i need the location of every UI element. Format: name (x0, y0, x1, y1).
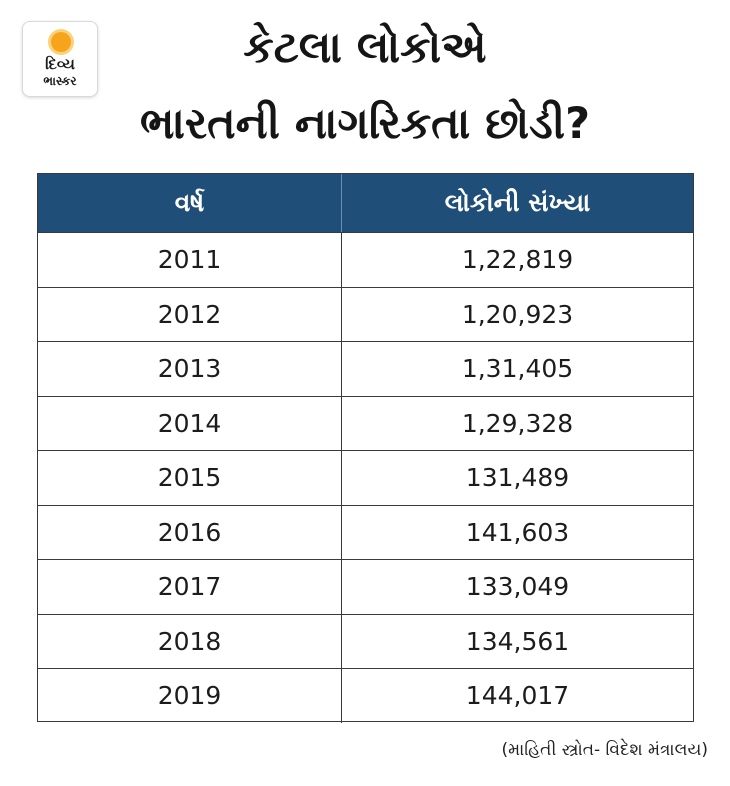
table-row: 2013 1,31,405 (38, 341, 693, 396)
sun-icon (51, 32, 71, 52)
title-line1: કેટલા લોકોએ (243, 23, 487, 73)
count-cell: 1,31,405 (461, 354, 574, 384)
count-cell: 1,20,923 (461, 299, 574, 329)
year-cell: 2015 (38, 451, 342, 505)
table-row: 2019 144,017 (38, 668, 693, 723)
table-row: 2018 134,561 (38, 613, 693, 668)
year-cell: 2014 (38, 396, 342, 450)
count-cell: 134,561 (465, 626, 570, 656)
count-cell: 1,29,328 (461, 408, 574, 438)
title-line2: ભારતની નાગરિકતા છોડી? (139, 99, 591, 149)
count-cell: 131,489 (465, 463, 570, 493)
source-note: (માહિતી સ્ત્રોત- વિદેશ મંત્રાલય) (501, 740, 708, 760)
table-row: 2012 1,20,923 (38, 286, 693, 341)
count-cell: 1,22,819 (461, 245, 574, 275)
table-row: 2011 1,22,819 (38, 232, 693, 287)
year-cell: 2017 (38, 560, 342, 614)
table-header: વર્ષ લોકોની સંખ્યા (38, 174, 693, 232)
divya-bhaskar-logo: દિવ્ય ભાસ્કર (22, 21, 98, 97)
year-cell: 2012 (38, 287, 342, 341)
citizenship-table: વર્ષ લોકોની સંખ્યા 2011 1,22,819 2012 1,… (37, 173, 694, 723)
year-cell: 2018 (38, 614, 342, 668)
count-cell: 144,017 (465, 681, 570, 711)
table-row: 2016 141,603 (38, 504, 693, 559)
header-year: વર્ષ (38, 174, 342, 232)
table-row: 2014 1,29,328 (38, 395, 693, 450)
year-cell: 2011 (38, 233, 342, 287)
count-cell: 133,049 (465, 572, 570, 602)
year-cell: 2016 (38, 505, 342, 559)
logo-text-line2: ભાસ્કર (43, 74, 77, 88)
year-cell: 2019 (38, 669, 342, 723)
table-row: 2015 131,489 (38, 450, 693, 505)
year-cell: 2013 (38, 342, 342, 396)
table-row: 2017 133,049 (38, 559, 693, 614)
logo-text-line1: દિવ્ય (45, 55, 75, 73)
header-count: લોકોની સંખ્યા (444, 188, 591, 217)
count-cell: 141,603 (465, 517, 570, 547)
